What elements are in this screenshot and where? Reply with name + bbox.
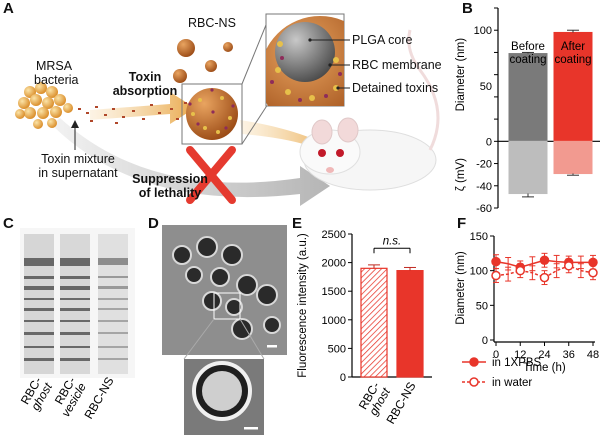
y-tick-label: 0: [486, 136, 492, 148]
toxin-specks: [78, 102, 187, 124]
mrsa-label: MRSA bacteria: [34, 59, 79, 87]
panel-label-c: C: [3, 215, 14, 232]
x-tick-label: 24: [538, 349, 550, 361]
lane-label-1: RBC-ghost: [18, 376, 56, 413]
tem-images: [162, 225, 287, 435]
y-tick-label: 150: [470, 231, 488, 243]
data-point: [491, 256, 501, 267]
lane-label-3: RBC-NS: [81, 376, 116, 421]
y-tick-label: 0: [340, 372, 346, 384]
orange-arrow-1: [90, 92, 195, 124]
bar: [508, 140, 548, 195]
bar: [553, 140, 593, 175]
x-tick-label: 12: [514, 349, 526, 361]
small-np-4: [223, 42, 233, 52]
y-axis-label: Diameter (nm): [455, 251, 467, 325]
red-cross-icon: [186, 146, 236, 204]
y-tick-label: 0: [482, 335, 488, 347]
data-point: [588, 267, 598, 278]
data-point: [539, 255, 550, 266]
data-point: [491, 270, 501, 281]
category-label: After: [561, 41, 585, 53]
category-label: coating: [554, 54, 591, 66]
x-axis-label: Time (h): [523, 362, 566, 374]
toxin-absorption-label: Toxin absorption: [112, 70, 178, 98]
y-tick-label: 1000: [322, 315, 346, 327]
mouse-illustration: [299, 29, 440, 191]
toxin-mixture-label: Toxin mixture in supernatant: [38, 152, 118, 180]
chart-f: 0 50 100 150 0 12 24 36 48 Time (h) Diameter (nm) i…: [455, 231, 599, 389]
legend-marker: [469, 357, 479, 367]
panel-label-e: E: [292, 215, 303, 232]
chart-b: -60-40-20050100BeforecoatingAftercoating…: [455, 7, 600, 215]
y-tick-label: -20: [476, 159, 492, 171]
gel-lanes: [24, 234, 128, 374]
data-point: [539, 272, 550, 283]
category-label: coating: [509, 54, 546, 66]
data-point: [515, 265, 525, 276]
bar: [508, 53, 548, 142]
x-tick-label: 0: [493, 349, 499, 361]
bar: [396, 270, 424, 378]
gel-image: [20, 228, 135, 378]
y-tick-label: 500: [328, 343, 346, 355]
np-zoom-box: [181, 83, 243, 145]
y-tick-label: 50: [476, 300, 488, 312]
y-tick-label: 100: [470, 266, 488, 278]
small-np-3: [205, 60, 217, 72]
legend-marker: [469, 377, 479, 387]
rbc-ns-label: RBC-NS: [188, 16, 236, 30]
data-point: [564, 261, 574, 271]
y-tick-label: 2000: [322, 258, 346, 270]
y-tick-label: 1500: [322, 286, 346, 298]
legend-label: in 1XPBS: [492, 357, 542, 369]
chart-e: 0 500 1000 1500 2000 2500 n.s. Fluorescence int…: [297, 229, 432, 427]
panel-label-b: B: [462, 0, 473, 17]
ns-annotation: n.s.: [383, 235, 402, 247]
category-label: Before: [511, 41, 545, 53]
y-axis-label-bottom: ζ (mV): [455, 158, 467, 191]
scale-bar-2: [244, 427, 258, 430]
panel-a-illustration: [15, 13, 440, 206]
gel-lane-labels: RBC-ghost RBC-vesicle RBC-NS: [18, 376, 117, 421]
plga-core-label: PLGA core: [352, 33, 413, 47]
small-np-1: [177, 39, 195, 57]
y-tick-label: -40: [476, 181, 492, 193]
grey-arrow: [52, 118, 330, 206]
category-label: RBC-NS: [383, 380, 418, 427]
y-tick-label: 100: [474, 25, 492, 37]
legend-label: in water: [492, 377, 532, 389]
y-axis-label: Fluorescence intensity (a.u.): [297, 233, 309, 378]
rbc-membrane-label: RBC membrane: [352, 58, 442, 72]
y-tick-label: -60: [476, 203, 492, 215]
scale-bar-1: [267, 345, 277, 348]
data-point: [588, 257, 598, 268]
orange-arrow-2: [240, 120, 338, 158]
y-tick-label: 50: [480, 81, 492, 93]
bar: [553, 31, 593, 142]
panel-label-f: F: [457, 215, 467, 232]
x-tick-label: 36: [563, 349, 575, 361]
mrsa-bacteria-cluster: [15, 82, 73, 129]
y-tick-label: 2500: [322, 229, 346, 241]
small-np-2: [173, 69, 187, 83]
plga-core: [275, 22, 335, 82]
panel-label-d: D: [148, 215, 159, 232]
bar: [360, 267, 388, 378]
x-tick-label: 48: [587, 349, 599, 361]
y-axis-label-top: Diameter (nm): [455, 38, 467, 112]
panel-label-a: A: [3, 0, 14, 17]
suppression-label: Suppression of lethality: [132, 172, 208, 200]
detained-toxins-label: Detained toxins: [352, 81, 439, 95]
